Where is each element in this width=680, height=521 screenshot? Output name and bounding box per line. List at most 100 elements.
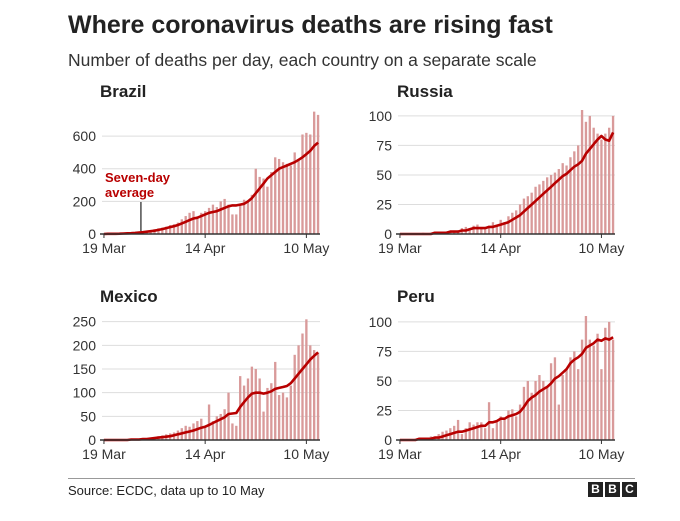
x-tick-label: 14 Apr	[480, 240, 521, 256]
bar	[258, 176, 261, 234]
bar	[534, 186, 537, 234]
bar	[507, 216, 510, 234]
y-tick-label: 0	[88, 432, 96, 448]
bar	[305, 132, 308, 234]
bar	[266, 186, 269, 234]
seven-day-average-line	[399, 336, 614, 442]
bar	[270, 172, 273, 234]
x-tick-label: 19 Mar	[82, 446, 126, 462]
bar	[172, 224, 176, 234]
bar	[561, 163, 564, 234]
panel-title-mexico: Mexico	[100, 287, 158, 306]
bar	[184, 216, 187, 234]
bar	[530, 192, 533, 234]
panel-title-brazil: Brazil	[100, 82, 147, 101]
bar	[511, 212, 514, 234]
bar	[507, 410, 510, 440]
bar	[480, 422, 483, 440]
y-tick-label: 50	[376, 167, 392, 183]
panel-mexico: 0 50 100 150 200 250 19 Mar 14 Apr 10 May	[73, 314, 330, 462]
bar	[526, 196, 529, 234]
bar	[301, 333, 304, 440]
bar	[464, 428, 467, 440]
bar	[491, 428, 495, 440]
bar	[297, 160, 300, 234]
bar	[262, 411, 265, 440]
bar	[227, 392, 230, 440]
bar	[499, 219, 502, 234]
x-tick-label: 14 Apr	[185, 240, 226, 256]
bar	[277, 158, 281, 234]
bar	[242, 385, 246, 440]
bar	[611, 339, 615, 440]
bar	[573, 351, 576, 440]
y-tick-label: 0	[384, 432, 392, 448]
bar	[542, 380, 545, 440]
y-tick-label: 150	[73, 361, 97, 377]
bar	[604, 133, 607, 234]
x-tick-label: 19 Mar	[378, 446, 422, 462]
panel-brazil: 0 200 400 600 19 Mar 14 Apr 10 May Seven-dayave…	[73, 111, 329, 256]
bar	[596, 133, 599, 234]
bar	[495, 224, 498, 234]
bar	[301, 134, 304, 234]
bar	[242, 199, 246, 234]
bar	[285, 397, 289, 440]
bar	[553, 172, 557, 234]
bar	[285, 163, 289, 234]
y-tick-label: 600	[73, 128, 97, 144]
x-tick-label: 19 Mar	[82, 240, 126, 256]
logo-letter: B	[588, 482, 603, 497]
bar	[538, 184, 541, 234]
bar	[592, 127, 595, 234]
bar	[188, 426, 191, 440]
bar	[503, 222, 506, 234]
y-tick-label: 250	[73, 314, 97, 330]
chart-title: Where coronavirus deaths are rising fast	[68, 11, 553, 39]
bar	[588, 339, 591, 440]
bar	[161, 227, 164, 234]
bar	[476, 422, 479, 440]
bar	[316, 352, 320, 440]
y-tick-label: 100	[73, 385, 97, 401]
bar	[522, 198, 526, 234]
bar	[293, 152, 296, 234]
bar	[484, 428, 487, 440]
bar	[569, 157, 572, 234]
bar	[600, 369, 603, 440]
bar	[239, 204, 242, 234]
bar	[266, 387, 269, 440]
bar	[538, 375, 541, 440]
bar	[293, 354, 296, 440]
seven-day-average-line	[103, 141, 319, 236]
bar	[200, 418, 203, 440]
bar	[262, 178, 265, 234]
bar	[577, 145, 580, 234]
y-tick-label: 100	[369, 108, 393, 124]
bar	[596, 333, 599, 440]
bar	[468, 422, 471, 440]
bar	[600, 139, 603, 234]
bar	[192, 211, 195, 234]
y-tick-label: 0	[384, 226, 392, 242]
bar	[608, 321, 611, 440]
bar	[546, 177, 549, 234]
bar	[584, 316, 588, 440]
bar	[231, 214, 234, 234]
bar	[215, 207, 219, 234]
x-tick-label: 14 Apr	[480, 446, 521, 462]
bar	[480, 228, 483, 234]
source-note: Source: ECDC, data up to 10 May	[68, 483, 265, 498]
bar	[281, 392, 285, 440]
bar	[577, 369, 580, 440]
bar	[274, 361, 277, 440]
bar	[518, 204, 522, 234]
bar	[223, 198, 226, 234]
bar	[561, 375, 564, 440]
bar	[203, 211, 207, 234]
logo-letter: C	[622, 482, 637, 497]
bar	[557, 404, 560, 440]
bar	[495, 422, 498, 440]
y-tick-label: 50	[80, 408, 96, 424]
bar	[223, 409, 226, 440]
